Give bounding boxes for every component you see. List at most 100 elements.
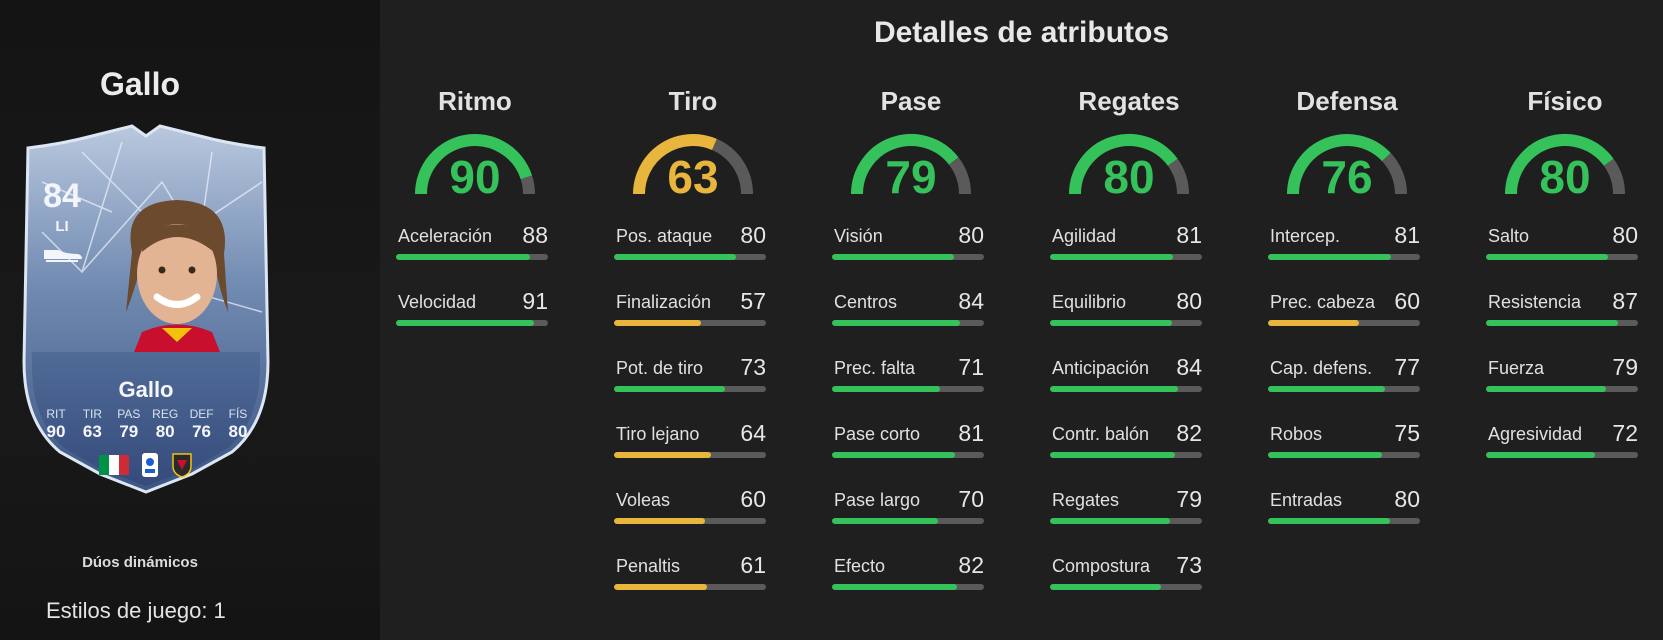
stat-bar xyxy=(1050,452,1202,458)
stat-row: Resistencia 87 xyxy=(1486,288,1638,332)
category-title: Pase xyxy=(880,86,942,116)
stat-label: Fuerza xyxy=(1488,358,1545,378)
card-rating: 84 xyxy=(43,177,81,215)
stat-bar xyxy=(832,254,984,260)
stat-bar xyxy=(1268,254,1420,260)
stat-bar-fill xyxy=(1268,386,1386,392)
stat-label: Pot. de tiro xyxy=(616,358,704,378)
category-gauge xyxy=(633,134,753,195)
club-crest-icon xyxy=(172,453,192,478)
stat-row: Velocidad 91 xyxy=(396,288,548,332)
stat-bar-fill xyxy=(614,452,712,458)
stat-bar xyxy=(832,452,984,458)
stat-value: 60 xyxy=(1394,288,1420,314)
category-gauge xyxy=(1505,134,1625,195)
stat-bar-fill xyxy=(1486,320,1619,326)
stat-label: Regates xyxy=(1052,490,1120,510)
card-stat: TIR 63 xyxy=(76,407,108,442)
stat-row: Efecto 82 xyxy=(832,552,984,596)
stat-bar xyxy=(832,320,984,326)
playstyles-label[interactable]: Estilos de juego: 1 xyxy=(46,598,226,623)
card-stat-value: 63 xyxy=(82,422,102,441)
stat-label: Visión xyxy=(834,226,883,246)
stat-label: Efecto xyxy=(834,556,886,576)
card-stat: PAS 79 xyxy=(113,407,145,442)
stat-value: 80 xyxy=(958,222,984,248)
stat-label: Agresividad xyxy=(1488,424,1583,444)
stat-value: 75 xyxy=(1394,420,1420,446)
stat-bar-fill xyxy=(1050,254,1174,260)
stat-value: 84 xyxy=(958,288,984,314)
player-name: Gallo xyxy=(99,66,180,102)
stat-value: 80 xyxy=(1394,486,1420,512)
card-stat-value: 79 xyxy=(119,422,139,441)
stat-row: Visión 80 xyxy=(832,222,984,266)
stat-row: Equilibrio 80 xyxy=(1050,288,1202,332)
stat-value: 77 xyxy=(1394,354,1420,380)
player-card[interactable]: 84 LI Gallo RIT 90 TIR 63 xyxy=(22,122,270,494)
player-panel: Gallo xyxy=(0,0,380,640)
card-stat-value: 80 xyxy=(228,422,248,441)
stat-bar xyxy=(1486,386,1638,392)
stat-row: Prec. falta 71 xyxy=(832,354,984,398)
stat-label: Resistencia xyxy=(1488,292,1582,312)
stat-value: 79 xyxy=(1176,486,1202,512)
stat-bar-fill xyxy=(1050,320,1172,326)
stat-bar xyxy=(1050,320,1202,326)
stat-label: Penaltis xyxy=(616,556,681,576)
stat-bar xyxy=(614,320,766,326)
dynamic-duos-label[interactable]: Dúos dinámicos xyxy=(82,554,198,571)
stat-bar-fill xyxy=(1050,518,1171,524)
stat-value: 88 xyxy=(522,222,548,248)
card-stat: FÍS 80 xyxy=(222,407,254,442)
gauge-track xyxy=(1167,158,1189,195)
category-value: 76 xyxy=(1321,151,1373,203)
category-title: Defensa xyxy=(1296,86,1398,116)
stat-row: Aceleración 88 xyxy=(396,222,548,266)
stat-bar-fill xyxy=(1050,584,1161,590)
stat-row: Pos. ataque 80 xyxy=(614,222,766,266)
stat-label: Salto xyxy=(1488,226,1530,246)
stat-row: Pot. de tiro 73 xyxy=(614,354,766,398)
stat-bar xyxy=(614,386,766,392)
gauge-fill xyxy=(1287,134,1391,195)
card-player-name: Gallo xyxy=(118,377,174,402)
stat-bar-fill xyxy=(1268,518,1390,524)
card-stat-value: 76 xyxy=(192,422,212,441)
stat-bar xyxy=(1268,452,1420,458)
stat-label: Pos. ataque xyxy=(616,226,713,246)
category-title: Ritmo xyxy=(438,86,512,116)
stat-value: 82 xyxy=(958,552,984,578)
stat-bar xyxy=(1486,254,1638,260)
stat-bar-fill xyxy=(1486,254,1608,260)
category-title: Tiro xyxy=(668,86,718,116)
stat-bar xyxy=(614,584,766,590)
stat-bar-fill xyxy=(1486,386,1607,392)
stat-row: Voleas 60 xyxy=(614,486,766,530)
stat-value: 70 xyxy=(958,486,984,512)
stat-value: 73 xyxy=(740,354,766,380)
stat-label: Pase corto xyxy=(834,424,921,444)
stat-row: Tiro lejano 64 xyxy=(614,420,766,464)
card-stat-label: FÍS xyxy=(228,407,248,421)
card-stat: DEF 76 xyxy=(186,407,218,442)
stat-row: Centros 84 xyxy=(832,288,984,332)
league-logo-icon xyxy=(142,453,158,477)
card-stat-label: REG xyxy=(152,407,179,421)
category-gauge xyxy=(1069,134,1189,195)
stat-label: Prec. cabeza xyxy=(1270,292,1376,312)
stat-bar-fill xyxy=(396,320,535,326)
stat-bar xyxy=(1050,518,1202,524)
stat-bar xyxy=(832,584,984,590)
stat-value: 81 xyxy=(1176,222,1202,248)
gauge-track xyxy=(1381,152,1407,195)
stat-bar-fill xyxy=(396,254,530,260)
stat-value: 84 xyxy=(1176,354,1202,380)
stat-label: Centros xyxy=(834,292,898,312)
stat-label: Robos xyxy=(1270,424,1323,444)
stat-label: Entradas xyxy=(1270,490,1343,510)
gauge-track xyxy=(711,138,753,195)
stat-bar-fill xyxy=(832,320,960,326)
card-stat-label: RIT xyxy=(46,407,66,421)
gauge-track xyxy=(520,175,535,195)
